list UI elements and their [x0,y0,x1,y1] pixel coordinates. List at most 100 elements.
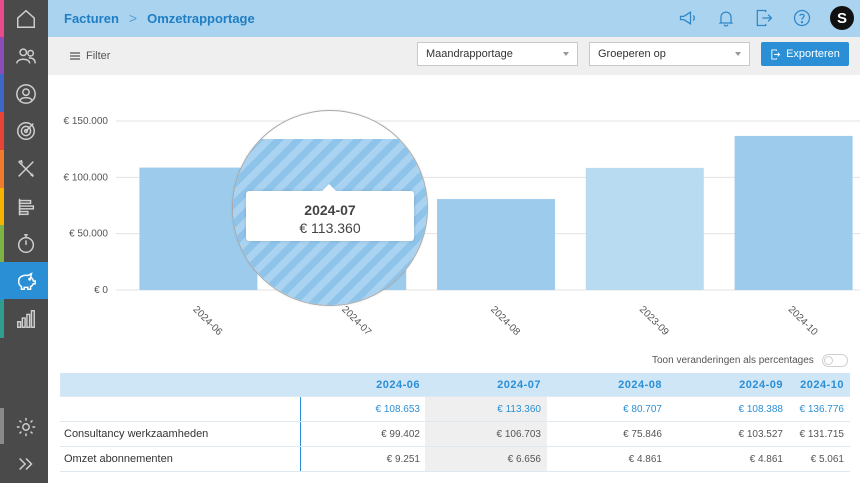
x-tick-label: 2024-07 [339,304,373,338]
bar-chart-icon [17,309,35,328]
total-cell: € 113.360 [497,403,541,415]
strip-segment [0,150,4,188]
chevron-down-icon [563,52,569,56]
strip-segment [0,37,4,74]
total-cell: € 108.653 [375,403,421,415]
announcements-button[interactable] [678,8,698,28]
y-tick-label: € 100.000 [64,172,109,183]
toolbar: Filter Maandrapportage Groeperen op Expo… [48,37,860,75]
table-cell: € 4.861 [749,453,783,465]
home-icon [17,9,35,28]
notifications-button[interactable] [716,8,736,28]
table-cell: € 9.251 [386,453,420,465]
bell-icon [718,11,734,27]
filter-label: Filter [86,50,111,62]
tooltip-arrow [322,184,336,191]
column-header[interactable]: 2024-07 [497,378,541,391]
help-icon [793,9,811,27]
export-label: Exporteren [786,48,840,60]
strip-segment [0,188,4,225]
megaphone-icon [679,11,695,25]
table-header-row: 2024-06 2024-07 2024-08 2024-09 2024-10 [60,373,850,397]
revenue-table: 2024-06 2024-07 2024-08 2024-09 2024-10 … [60,373,850,472]
sidebar-item-planning[interactable] [4,188,48,225]
table-row: Omzet abonnementen € 9.251 € 6.656 € 4.8… [60,447,850,472]
sidebar-item-sales[interactable] [4,112,48,149]
table-cell: € 103.527 [738,428,784,440]
total-cell: € 80.707 [623,403,662,415]
planning-icon [18,198,35,215]
sidebar-item-relations[interactable] [4,37,48,74]
chart-bar[interactable] [734,135,853,290]
tooltip-value: € 113.360 [299,220,361,236]
strip-segment [0,0,4,37]
row-label: Consultancy werkzaamheden [64,428,209,440]
percentage-toggle[interactable] [821,354,848,367]
sidebar-item-home[interactable] [4,0,48,37]
header-label-cell [60,373,300,396]
group-by-value: Groeperen op [598,48,666,60]
sidebar-item-contacts[interactable] [4,75,48,112]
logout-icon [756,9,773,27]
chart-bar[interactable] [437,199,555,290]
logout-button[interactable] [754,8,774,28]
x-tick-label: 2024-10 [786,304,820,338]
percentage-toggle-label: Toon veranderingen als percentages [652,355,814,366]
total-cell: € 108.388 [738,403,784,415]
users-icon [16,47,36,64]
table-cell: € 6.656 [507,453,541,465]
sidebar-expand-button[interactable] [4,445,48,482]
sidebar-item-time[interactable] [4,225,48,262]
chart-bar[interactable] [585,167,704,290]
strip-segment [0,300,4,338]
y-tick-label: € 150.000 [64,116,109,127]
breadcrumb-separator: > [128,10,138,26]
company-logo[interactable]: S [830,6,854,30]
table-total-row: € 108.653 € 113.360 € 80.707 € 108.388 €… [60,397,850,422]
percentage-toggle-row: Toon veranderingen als percentages [652,354,848,367]
sidebar-item-invoices[interactable] [4,262,48,299]
strip-segment [0,74,4,112]
menu-lines-icon [70,52,80,60]
column-header[interactable]: 2024-09 [739,378,783,391]
table-row: Consultancy werkzaamheden € 99.402 € 106… [60,422,850,447]
y-tick-label: € 50.000 [69,229,108,240]
header: Facturen > Omzetrapportage S [48,0,860,37]
stopwatch-icon [17,233,35,253]
table-cell: € 4.861 [628,453,662,465]
export-button[interactable]: Exporteren [761,42,849,66]
column-header[interactable]: 2024-10 [800,378,844,391]
tools-icon [18,159,34,177]
gear-icon [16,417,36,436]
table-cell: € 75.846 [623,428,662,440]
group-by-select[interactable]: Groeperen op [589,42,750,66]
breadcrumb-parent-link[interactable]: Facturen [64,10,119,26]
user-icon [16,83,36,104]
piggy-bank-icon [17,271,36,290]
strip-segment [0,225,4,262]
column-header[interactable]: 2024-06 [376,378,420,391]
x-tick-label: 2023-09 [637,304,671,338]
filter-button[interactable]: Filter [70,50,110,62]
chevron-down-icon [735,52,741,56]
report-type-value: Maandrapportage [426,48,513,60]
sidebar-color-strip [0,0,4,483]
revenue-chart: € 0 € 50.000 € 100.000 € 150.000 2024-06 2024… [48,75,860,345]
table-cell: € 106.703 [496,428,542,440]
row-label: Omzet abonnementen [64,453,173,465]
toggle-knob [823,356,833,365]
chart-svg: € 0 € 50.000 € 100.000 € 150.000 2024-06 2024… [64,116,860,338]
total-cell: € 136.776 [799,403,845,415]
sidebar-item-reports[interactable] [4,300,48,337]
tooltip-title: 2024-07 [304,202,356,218]
total-label-cell [60,397,300,421]
chart-tooltip: 2024-07 € 113.360 [246,184,414,241]
report-type-select[interactable]: Maandrapportage [417,42,578,66]
column-header[interactable]: 2024-08 [618,378,662,391]
help-button[interactable] [792,8,812,28]
target-icon [17,121,35,140]
sidebar-item-projects[interactable] [4,150,48,187]
sidebar-item-settings[interactable] [4,408,48,445]
export-icon [771,48,781,60]
strip-segment [0,408,4,444]
